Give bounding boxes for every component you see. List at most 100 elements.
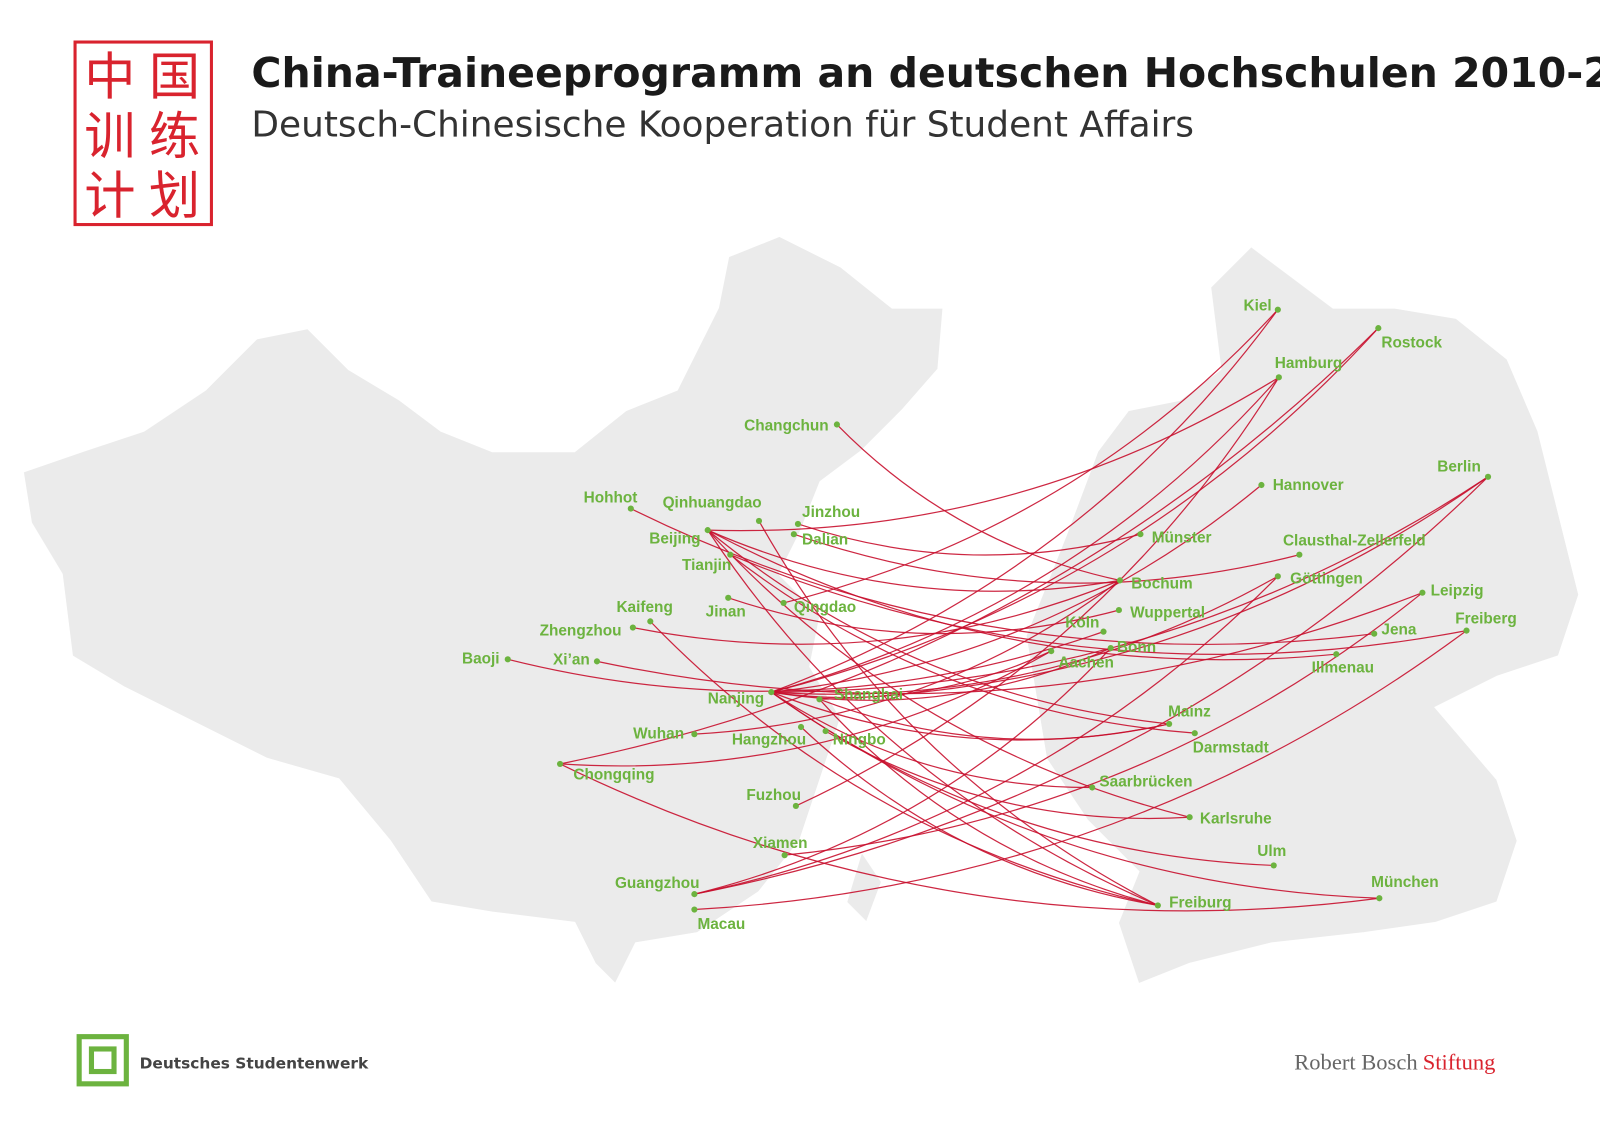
connection-arc — [797, 523, 1141, 556]
connection-arc — [707, 529, 1159, 906]
connection-arc — [707, 376, 1280, 532]
connection-arc — [784, 592, 1423, 856]
footer-right-logo: Robert Bosch Stiftung — [1294, 1049, 1495, 1074]
city-label: Freiburg — [1169, 894, 1231, 911]
connection-arc — [795, 377, 1280, 807]
city-dot — [691, 906, 698, 913]
connection-arc — [819, 476, 1489, 700]
stamp-frame — [73, 40, 213, 227]
germany-shape — [1024, 244, 1581, 986]
city-dot — [1166, 720, 1173, 727]
city-label: Tianjin — [682, 557, 731, 574]
footer-left-logo: Deutsches Studentenwerk — [140, 1054, 369, 1072]
city-label: Changchun — [744, 418, 829, 435]
connection-arc — [694, 476, 1489, 895]
city-label: Hangzhou — [732, 731, 806, 748]
city-dot — [1154, 902, 1161, 909]
city-label: Chongqing — [573, 766, 654, 783]
connection-arc — [771, 327, 1379, 693]
city-dot — [822, 728, 829, 735]
city-dot — [1376, 895, 1383, 902]
city-dot — [1371, 630, 1378, 637]
cities: Changchun Hohhot Qinhuangdao Jinzhou Dalian B… — [462, 298, 1517, 933]
city-dot — [725, 594, 732, 601]
city-label: Fuzhou — [746, 787, 801, 804]
city-dot — [691, 891, 698, 898]
stamp-char: 训 — [84, 107, 135, 167]
city-label: Ulm — [1257, 843, 1286, 860]
city-dot — [1270, 862, 1277, 869]
city-label: Göttingen — [1290, 570, 1363, 587]
taiwan-shape — [844, 848, 884, 925]
city-dot — [1296, 551, 1303, 558]
city-dot — [780, 599, 787, 607]
city-dot — [504, 656, 511, 663]
logo-suffix: Stiftung — [1423, 1049, 1496, 1074]
connection-arc — [559, 763, 1380, 912]
city-label: Wuhan — [633, 725, 684, 742]
city-label: Köln — [1065, 615, 1099, 632]
base-map — [21, 234, 1581, 987]
connection-arc — [771, 484, 1262, 693]
city-label: Saarbrücken — [1099, 773, 1192, 790]
city-dot — [1275, 374, 1282, 381]
city-dot — [1274, 573, 1281, 580]
city-dot — [1100, 628, 1107, 635]
city-dot — [768, 689, 775, 696]
city-dot — [794, 520, 802, 528]
connection-arc — [707, 529, 1121, 592]
connection-arc — [559, 327, 1379, 765]
city-label: Xi’an — [553, 651, 590, 668]
city-label: Baoji — [462, 650, 500, 667]
logo-mark — [76, 1034, 129, 1087]
city-dot — [1048, 648, 1055, 655]
city-dot — [797, 723, 805, 731]
city-label: Qingdao — [794, 599, 856, 616]
city-label: Macau — [697, 916, 745, 933]
city-label: Clausthal-Zellerfeld — [1283, 533, 1426, 550]
city-label: Jena — [1381, 622, 1416, 639]
city-dot — [1107, 644, 1114, 652]
city-dot — [816, 696, 823, 703]
city-label: Xiamen — [753, 835, 808, 852]
city-dot — [1258, 481, 1265, 489]
city-label: Karlsruhe — [1200, 810, 1272, 827]
connection-arc — [649, 620, 1158, 907]
connection-arc — [694, 575, 1279, 895]
connection-arc — [771, 575, 1279, 695]
city-dot — [627, 505, 634, 512]
connection-arc — [560, 650, 1052, 767]
connection-arc — [770, 691, 1093, 789]
stamp: 中 国 训 练 计 划 — [73, 40, 213, 227]
city-dot — [727, 551, 734, 558]
city-label: Bonn — [1117, 639, 1156, 656]
city-dot — [704, 527, 711, 534]
city-label: Darmstadt — [1193, 740, 1269, 757]
city-dot — [755, 517, 763, 524]
connection-arc — [694, 579, 1121, 735]
logo-name: Robert Bosch — [1294, 1049, 1417, 1074]
city-dot — [629, 624, 636, 631]
china-shape — [21, 234, 945, 987]
city-dot — [781, 852, 788, 859]
city-dot — [1419, 589, 1426, 596]
city-label: Münster — [1152, 529, 1212, 546]
connection-arc — [728, 597, 1120, 635]
city-dot — [1191, 730, 1198, 737]
city-dot — [1186, 814, 1193, 821]
city-label: Aachen — [1058, 655, 1114, 672]
connection-arc — [783, 309, 1279, 604]
city-dot — [647, 618, 654, 625]
city-dot — [556, 760, 564, 767]
city-label: Hannover — [1273, 477, 1344, 494]
stamp-char: 中 — [84, 47, 135, 107]
city-dot — [1333, 651, 1340, 658]
city-label: Hamburg — [1275, 355, 1342, 372]
city-label: Hohhot — [584, 489, 638, 506]
city-dot — [1463, 627, 1470, 634]
connection-arc — [800, 726, 1158, 907]
connection-arc — [758, 520, 1159, 906]
city-label: Freiberg — [1455, 610, 1517, 627]
